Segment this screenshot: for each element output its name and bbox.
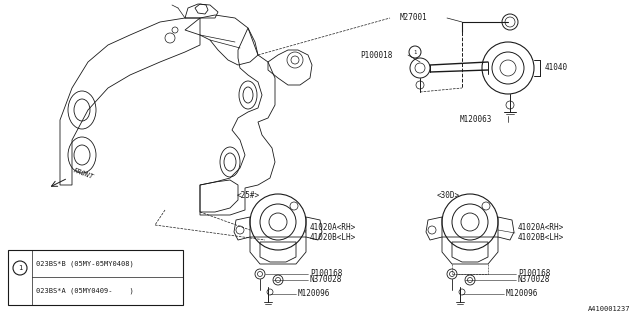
Text: <25#>: <25#>: [236, 190, 260, 199]
Text: M120096: M120096: [506, 290, 538, 299]
Text: 41020A<RH>: 41020A<RH>: [310, 223, 356, 233]
Text: P100018: P100018: [360, 51, 392, 60]
FancyBboxPatch shape: [8, 250, 183, 305]
Text: P100168: P100168: [518, 269, 550, 278]
Text: <30D>: <30D>: [436, 190, 460, 199]
Text: M120063: M120063: [460, 116, 492, 124]
Text: 023BS*B (05MY-05MY0408): 023BS*B (05MY-05MY0408): [36, 261, 134, 267]
Text: N370028: N370028: [310, 276, 342, 284]
Text: A410001237: A410001237: [588, 306, 630, 312]
Text: 1: 1: [18, 265, 22, 271]
Text: 41020A<RH>: 41020A<RH>: [518, 223, 564, 233]
Text: P100168: P100168: [310, 269, 342, 278]
Text: 41040: 41040: [545, 63, 568, 73]
Text: 41020B<LH>: 41020B<LH>: [310, 234, 356, 243]
Text: 1: 1: [413, 50, 417, 54]
Text: 41020B<LH>: 41020B<LH>: [518, 234, 564, 243]
Text: 023BS*A (05MY0409-    ): 023BS*A (05MY0409- ): [36, 288, 134, 294]
Text: N370028: N370028: [518, 276, 550, 284]
Text: FRONT: FRONT: [72, 168, 94, 180]
Text: M27001: M27001: [400, 13, 428, 22]
Text: M120096: M120096: [298, 290, 330, 299]
